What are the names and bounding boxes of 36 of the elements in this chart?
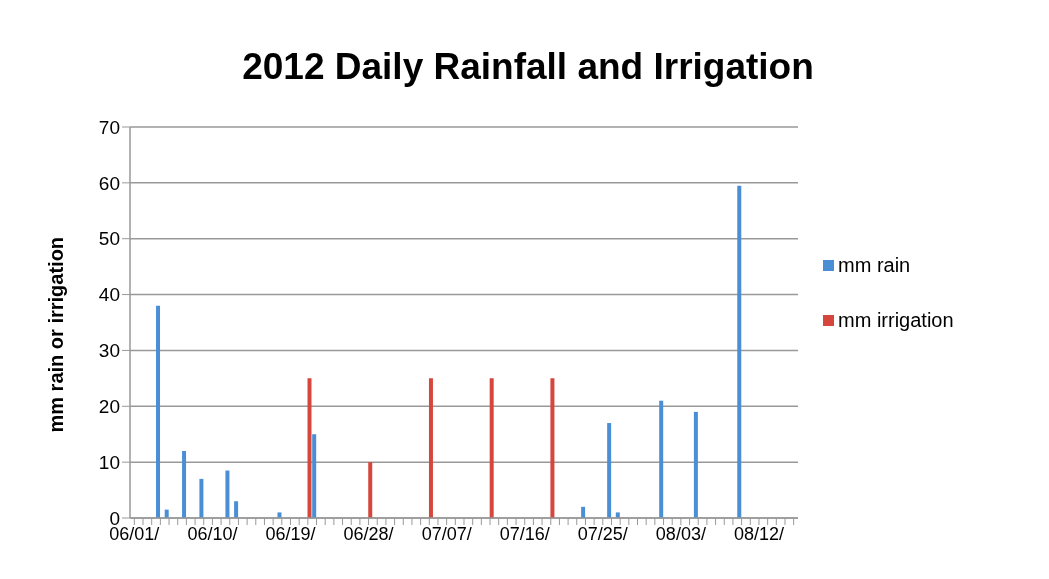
bar [225,470,230,518]
x-tick-label: 06/10/ [187,523,238,544]
x-tick-label: 06/28/ [343,523,394,544]
bar [307,378,312,518]
y-tick-label: 70 [98,116,120,138]
x-tick-label: 07/16/ [499,523,550,544]
bar [737,185,742,518]
bar [312,434,317,518]
bar [156,305,161,518]
y-tick-label: 20 [98,396,120,418]
bar [199,478,204,518]
x-tick-label: 07/07/ [421,523,472,544]
chart-title: 2012 Daily Rainfall and Irrigation [241,46,815,88]
x-tick-label: 08/03/ [655,523,706,544]
y-tick-label: 50 [98,228,120,250]
bar [615,512,620,518]
y-tick-label: 60 [98,172,120,194]
bar [693,411,698,518]
bar [659,400,664,518]
bar [607,423,612,518]
bar [550,378,555,518]
bar [277,512,282,518]
bar [368,462,373,518]
y-tick-label: 10 [98,451,120,473]
y-axis-title: mm rain or irrigation [45,236,68,433]
legend-label: mm rain [838,253,911,278]
y-tick-label: 40 [98,284,120,306]
x-tick-label: 07/25/ [577,523,628,544]
x-tick-label: 08/12/ [733,523,784,544]
bar [489,378,494,518]
legend-label: mm irrigation [838,308,954,333]
bar [182,450,187,518]
bar [428,378,433,518]
y-tick-label: 30 [98,340,120,362]
bar [234,501,239,518]
x-tick-label: 06/19/ [265,523,316,544]
